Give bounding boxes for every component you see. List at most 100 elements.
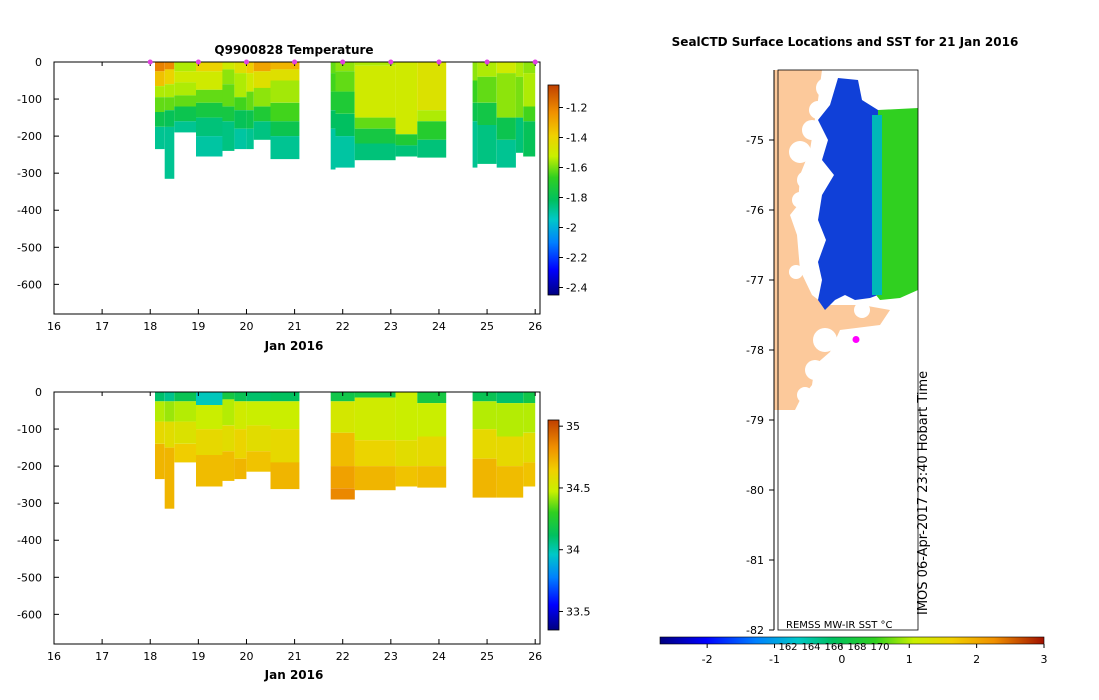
profile-cell <box>253 71 271 88</box>
profile-cell <box>270 392 300 402</box>
profile-cell <box>417 392 447 404</box>
profile-cell <box>395 134 418 146</box>
sst-inner-label: 162 <box>778 642 797 653</box>
profile-cell <box>417 466 447 488</box>
profile-cell <box>164 97 175 111</box>
temperature-colorbar-ticks: -1.2 -1.4 -1.6 -1.8 -2 -2.2 -2.4 <box>559 102 587 295</box>
profile-cell <box>335 62 355 72</box>
x-tick-label: 20 <box>239 320 253 333</box>
profile-cell <box>253 106 271 122</box>
y-tick-label: -100 <box>17 423 42 436</box>
sst-colorbar-tick-label: -1 <box>769 653 780 666</box>
profile-cell <box>472 62 478 81</box>
y-tick-label: -600 <box>17 278 42 291</box>
salinity-axes: 16 17 18 19 20 21 22 23 24 25 26 0 -100 -200 -300 -400 -… <box>17 386 542 663</box>
colorbar-tick-label: 33.5 <box>566 605 591 618</box>
profile-cell <box>417 436 447 467</box>
sst-colorbar-tick-label: -2 <box>702 653 713 666</box>
y-tick-label: -500 <box>17 571 42 584</box>
profile-cell <box>270 102 300 122</box>
profile-cell <box>496 73 516 118</box>
offshore-sst-region <box>876 108 918 300</box>
profile-cell <box>477 125 497 164</box>
profile-cell <box>354 65 396 118</box>
profile-cell <box>270 462 300 490</box>
profile-cell <box>354 397 396 441</box>
profile-marker <box>195 59 201 65</box>
profile-cell <box>417 139 447 158</box>
x-tick-label: 19 <box>191 650 205 663</box>
sst-inner-label: 168 <box>847 642 866 653</box>
x-tick-label: 26 <box>528 320 542 333</box>
sst-inner-label: 164 <box>801 642 820 653</box>
y-tick-label: 0 <box>35 386 42 399</box>
profile-cell <box>222 425 235 452</box>
profile-cell <box>222 84 235 107</box>
salinity-xlabel: Jan 2016 <box>264 668 324 682</box>
profile-cell <box>155 401 165 422</box>
profile-cell <box>196 136 223 157</box>
x-tick-label: 26 <box>528 650 542 663</box>
lat-tick-label: -78 <box>746 344 764 357</box>
profile-cell <box>270 80 300 103</box>
profile-cell <box>234 458 247 480</box>
profile-cell <box>155 86 165 98</box>
profile-cell <box>496 392 524 404</box>
profile-cell <box>234 110 247 129</box>
salinity-panel: 16 17 18 19 20 21 22 23 24 25 26 0 -100 -200 -300 -400 -… <box>17 386 590 682</box>
profile-cell <box>477 76 497 103</box>
temperature-xlabel: Jan 2016 <box>264 339 324 353</box>
profile-cell <box>395 145 418 157</box>
profile-cell <box>164 110 175 127</box>
colorbar-tick-label: 34 <box>566 544 580 557</box>
profile-cell <box>330 392 355 402</box>
y-tick-label: -200 <box>17 130 42 143</box>
profile-cell <box>496 139 516 168</box>
map-title: SealCTD Surface Locations and SST for 21… <box>672 35 1019 49</box>
profile-cell <box>496 436 524 467</box>
profile-cell <box>417 62 447 111</box>
profile-cell <box>234 128 247 150</box>
profile-cell <box>330 110 336 129</box>
profile-cell <box>472 80 478 103</box>
profile-cell <box>222 399 235 426</box>
colorbar-tick-label: -1.8 <box>566 192 587 205</box>
profile-cell <box>523 62 536 74</box>
colorbar-tick-label: -2.2 <box>566 252 587 265</box>
profile-cell <box>155 443 165 480</box>
profile-cell <box>523 462 536 487</box>
colorbar-tick-label: -2 <box>566 222 577 235</box>
colorbar-tick-label: -1.6 <box>566 162 587 175</box>
sst-colorbar-tick-label: 1 <box>906 653 913 666</box>
profile-cell <box>246 401 271 426</box>
sst-inner-label: 170 <box>870 642 889 653</box>
profile-marker <box>532 59 538 65</box>
sst-colorbar-tick-label: 3 <box>1041 653 1048 666</box>
lat-tick-label: -81 <box>746 554 764 567</box>
x-tick-label: 25 <box>480 320 494 333</box>
x-tick-label: 17 <box>95 320 109 333</box>
profile-cell <box>330 128 336 170</box>
profile-cell <box>164 84 175 98</box>
profile-cell <box>174 401 196 422</box>
profile-cell <box>335 91 355 114</box>
x-tick-label: 21 <box>288 320 302 333</box>
salinity-plot-frame <box>53 391 541 645</box>
profile-marker <box>244 59 249 65</box>
profile-cell <box>164 126 175 179</box>
x-tick-label: 18 <box>143 320 157 333</box>
x-tick-label: 25 <box>480 650 494 663</box>
profile-cell <box>174 62 196 72</box>
profile-cell <box>330 62 336 74</box>
profile-cell <box>234 392 247 402</box>
profile-cell <box>196 117 223 137</box>
seal-location-marker <box>852 336 860 343</box>
profile-cell <box>270 69 300 81</box>
sst-map-panel: SealCTD Surface Locations and SST for 21… <box>659 35 1048 666</box>
profile-cell <box>174 121 196 133</box>
profile-cell <box>472 429 497 459</box>
profile-cell <box>270 401 300 430</box>
x-tick-label: 21 <box>288 650 302 663</box>
profile-cell <box>496 117 516 140</box>
profile-cell <box>234 429 247 459</box>
